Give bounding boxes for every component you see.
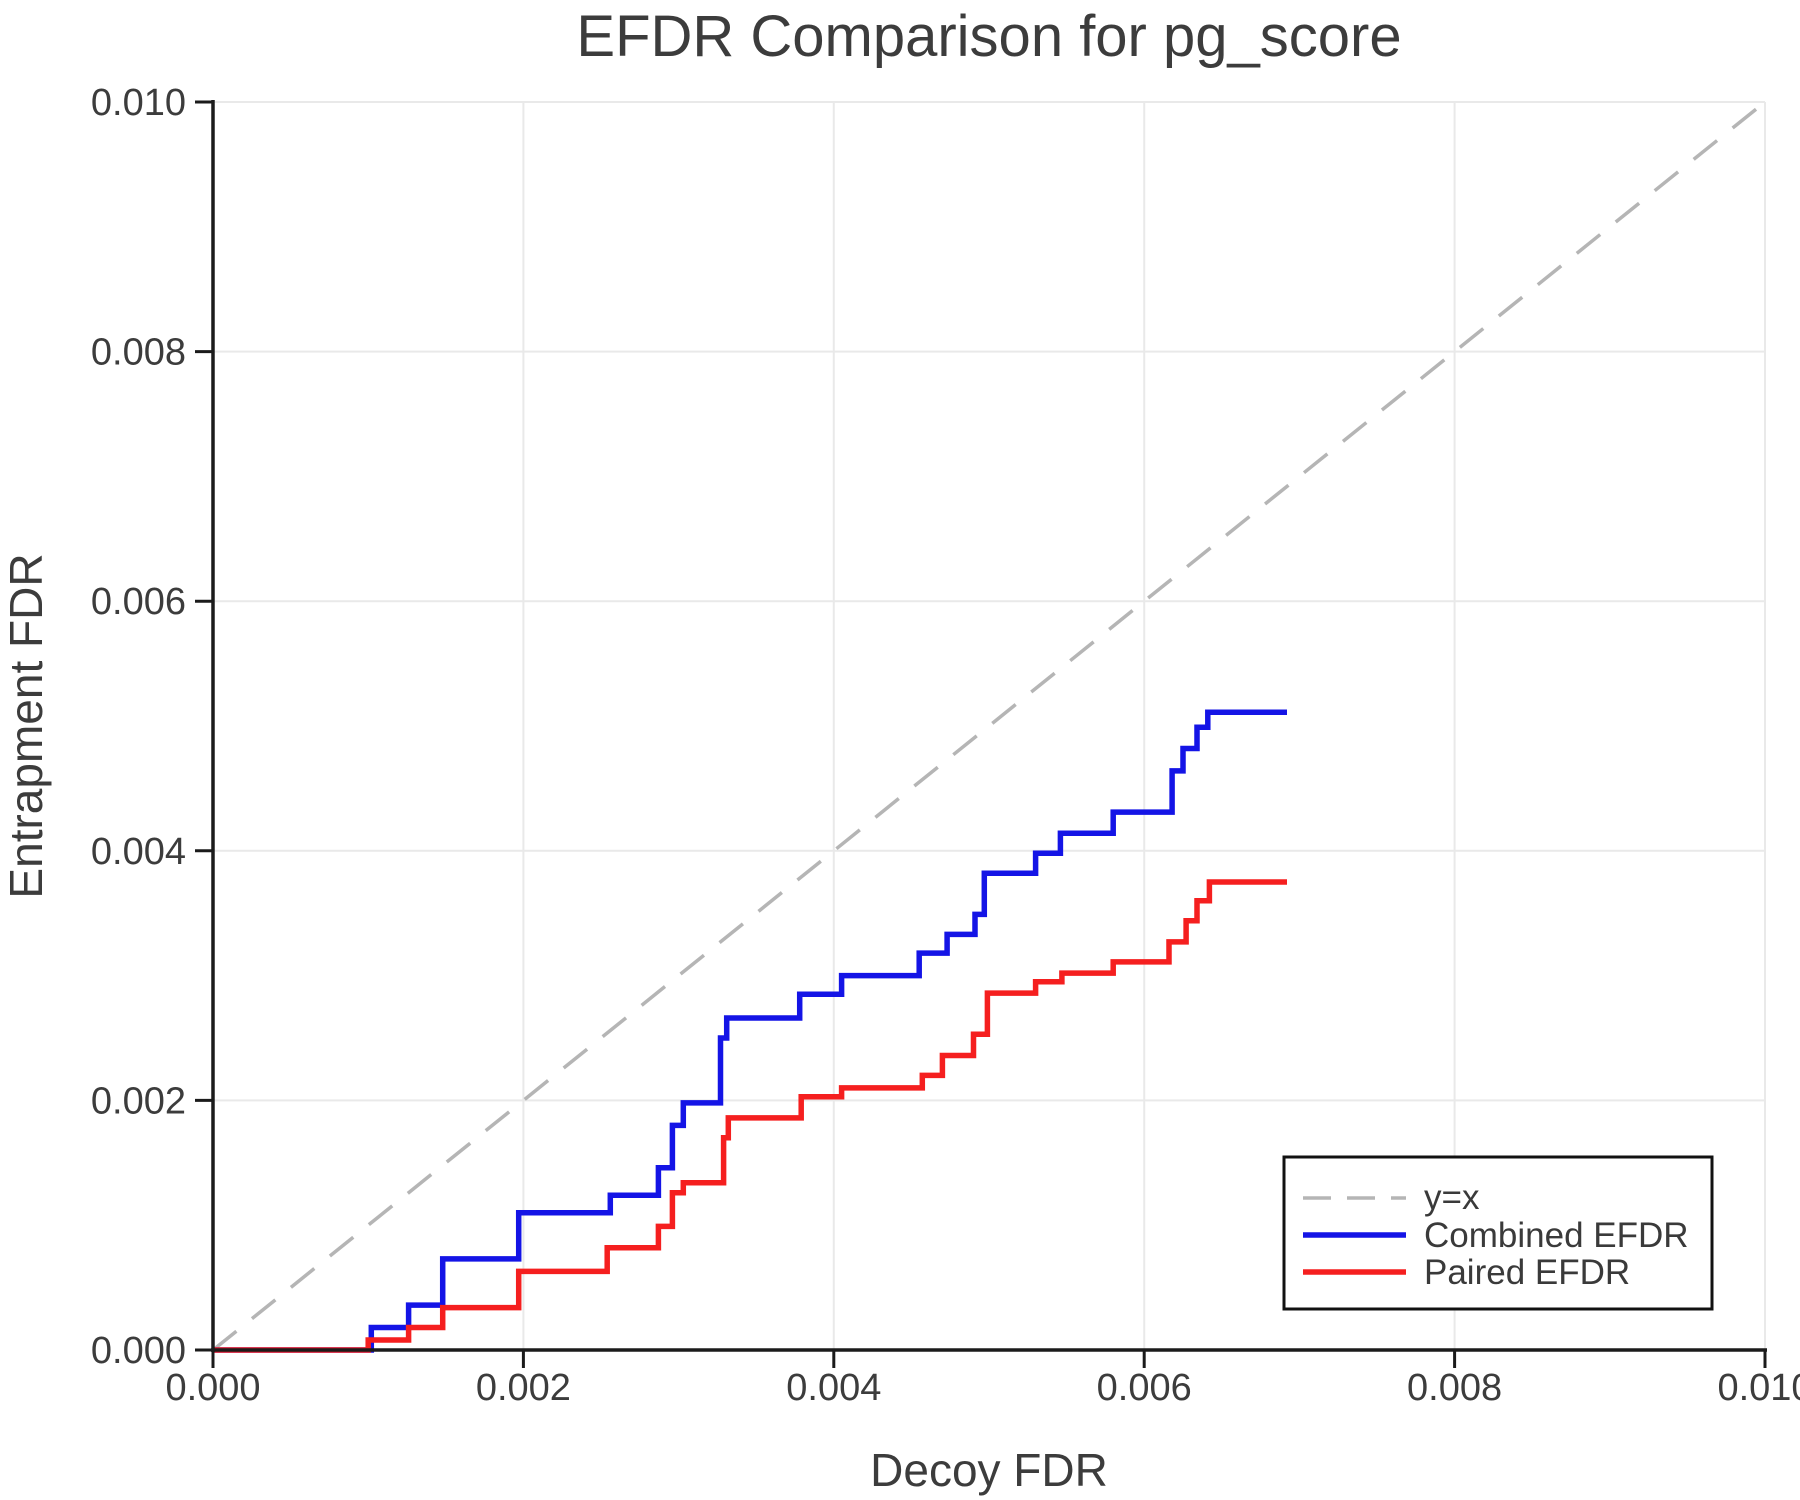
legend-label-combined: Combined EFDR	[1424, 1216, 1689, 1255]
y-tick-label: 0.006	[91, 581, 186, 623]
x-tick-label: 0.008	[1407, 1367, 1502, 1409]
x-tick-label: 0.010	[1717, 1367, 1800, 1409]
x-axis-label: Decoy FDR	[870, 1444, 1108, 1496]
y-tick-label: 0.002	[91, 1080, 186, 1122]
y-x-line	[211, 100, 1767, 1352]
y-tick-label: 0.000	[91, 1330, 186, 1372]
x-tick-label: 0.000	[165, 1367, 260, 1409]
combined-efdr-line	[213, 709, 1287, 1353]
x-tick-label: 0.006	[1097, 1367, 1192, 1409]
y-tick-label: 0.008	[91, 332, 186, 374]
legend: y=x Combined EFDR Paired EFDR	[1282, 1155, 1714, 1311]
y-tick-label: 0.010	[91, 82, 186, 124]
paired-efdr-line	[213, 879, 1287, 1353]
series-layer	[211, 100, 1767, 1353]
axis-ticks: 0.000 0.002 0.004 0.006 0.008 0.010 0.000 0.002…	[91, 82, 1800, 1409]
y-tick-label: 0.004	[91, 831, 186, 873]
legend-label-yx: y=x	[1424, 1178, 1480, 1217]
chart-title: EFDR Comparison for pg_score	[576, 4, 1401, 69]
gridlines	[212, 101, 1766, 1351]
x-tick-label: 0.002	[476, 1367, 571, 1409]
legend-label-paired: Paired EFDR	[1424, 1253, 1630, 1292]
x-tick-label: 0.004	[786, 1367, 881, 1409]
y-axis-label: Entrapment FDR	[0, 553, 52, 898]
